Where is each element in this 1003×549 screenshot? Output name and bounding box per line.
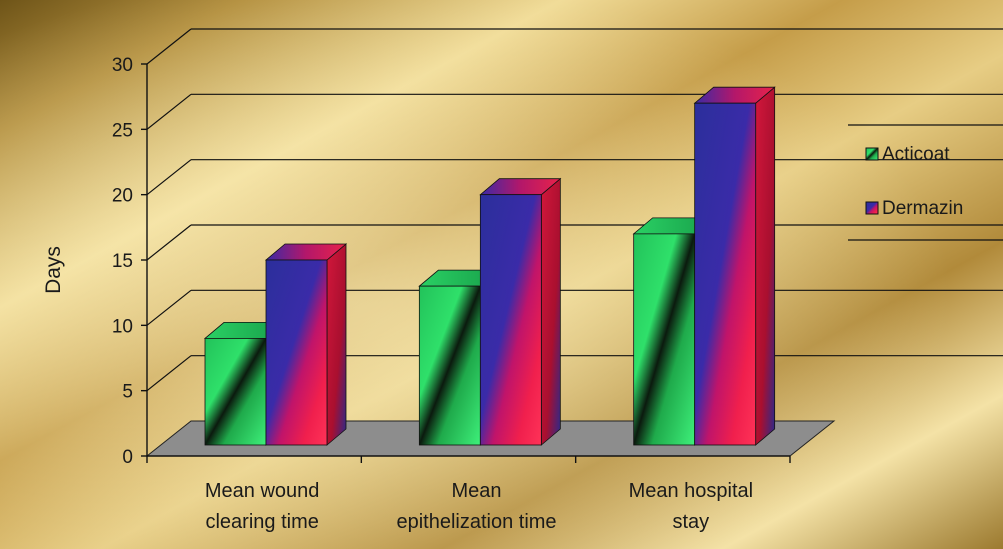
y-axis-title: Days [42,246,65,294]
gridline-diagonal [146,159,192,196]
legend-swatch-dermazin [865,201,879,215]
x-category-label: Mean wound [205,480,320,502]
y-tick-label: 25 [112,120,133,141]
gridline-diagonal [146,28,192,65]
bar-dermazin [694,102,757,446]
bar-acticoat [633,233,696,446]
bar-acticoat [418,285,481,446]
bar-dermazin-side [755,86,776,446]
legend-label-dermazin: Dermazin [882,198,963,219]
y-tick-label: 0 [122,447,133,468]
bar-acticoat [204,337,267,446]
legend-layer: Acticoat Dermazin [848,124,1003,241]
gridline-diagonal [146,224,192,261]
gridline-diagonal [146,289,192,326]
x-category-label: clearing time [205,511,318,533]
x-category-label: Mean hospital [629,480,754,502]
x-category-label: stay [672,511,709,533]
legend-swatch-acticoat [865,147,879,161]
y-tick-label: 20 [112,186,133,207]
axis-layer: 0 5 10 15 20 25 30 Mean wound clearing time Mean e… [112,55,791,533]
bars-layer [203,86,776,446]
bar-dermazin [479,194,542,446]
x-category-label: epithelization time [396,511,556,533]
y-tick-label: 5 [122,382,133,403]
y-tick-label: 30 [112,55,133,76]
gridline-diagonal [146,93,192,130]
bar-dermazin [265,259,328,446]
gridline-diagonal [146,355,192,392]
bar-dermazin-side [540,177,561,446]
y-tick-label: 15 [112,251,133,272]
bar-dermazin-side [326,243,347,446]
y-tick-label: 10 [112,316,133,337]
legend-label-acticoat: Acticoat [882,144,950,165]
x-category-label: Mean [451,480,501,502]
